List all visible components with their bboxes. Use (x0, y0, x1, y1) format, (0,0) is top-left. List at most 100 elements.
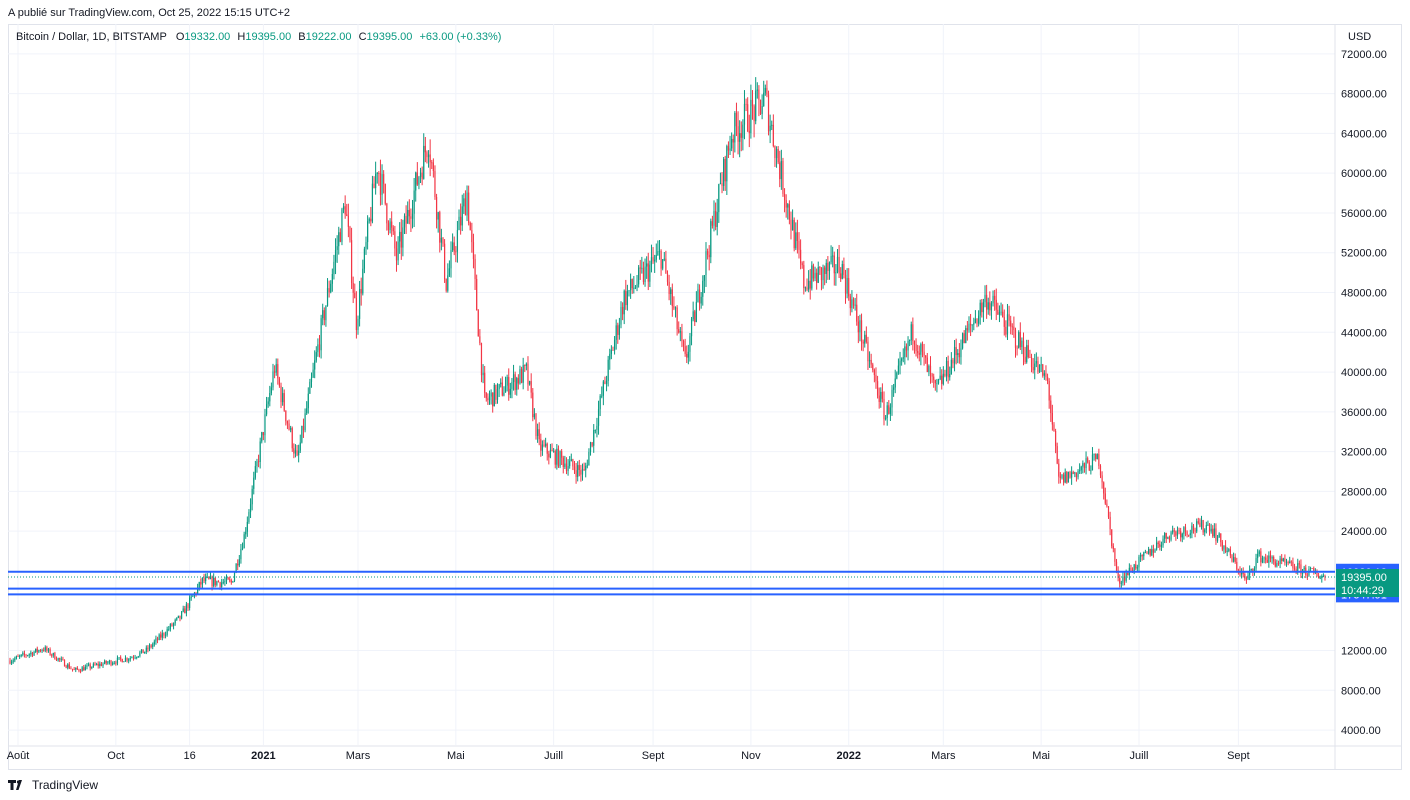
candle-body (548, 453, 550, 458)
candle-body (1204, 529, 1206, 533)
candle-body (1162, 538, 1164, 546)
candle-body (1205, 525, 1207, 530)
candle-body (876, 381, 879, 396)
candle-body (43, 650, 45, 652)
candle-body (1115, 561, 1118, 571)
candle-body (694, 311, 696, 322)
candle-body (144, 651, 146, 654)
candle-body (1265, 557, 1267, 560)
candle-body (315, 352, 317, 361)
y-tick-label: 4000.00 (1341, 725, 1381, 737)
candle-body (638, 267, 640, 285)
candle-body (1095, 454, 1097, 460)
candle-body (533, 413, 535, 418)
candle-body (358, 289, 361, 319)
x-tick-label: Août (7, 750, 30, 762)
candle-body (31, 652, 34, 656)
candle-body (1059, 476, 1061, 478)
candle-body (878, 395, 880, 402)
candle-body (561, 451, 563, 458)
candle-body (591, 442, 593, 446)
candle-body (330, 283, 332, 293)
y-tick-label: 8000.00 (1341, 685, 1381, 697)
currency-label[interactable]: USD (1348, 31, 1372, 43)
candle-body (1258, 551, 1260, 554)
candle-body (1085, 458, 1087, 469)
candle-body (274, 371, 276, 373)
candle-body (1038, 364, 1041, 372)
last-price-label: 19395.00 (1341, 572, 1387, 584)
candle-body (285, 410, 287, 422)
candle-body (734, 112, 736, 143)
candle-body (506, 377, 508, 386)
candle-body (378, 173, 380, 174)
candle-body (1242, 571, 1244, 574)
candle-body (282, 393, 284, 403)
candle-body (94, 663, 96, 665)
candle-body (623, 290, 625, 315)
candle-body (1040, 364, 1042, 366)
candle-body (416, 172, 418, 185)
candle-body (986, 294, 988, 310)
candle-body (520, 369, 523, 383)
candle-body (833, 255, 835, 274)
footer-brand[interactable]: TradingView (8, 777, 98, 793)
symbol-title[interactable]: Bitcoin / Dollar, 1D, BITSTAMP (16, 31, 167, 43)
candle-body (87, 664, 90, 666)
candle-body (474, 258, 476, 279)
candle-body (322, 310, 324, 319)
candle-body (368, 218, 370, 222)
candle-body (357, 318, 359, 331)
candle-body (248, 512, 250, 522)
candle-body (1178, 530, 1180, 532)
candle-body (854, 304, 856, 306)
candle-body (774, 145, 776, 159)
candle-body (961, 333, 964, 349)
candle-body (1082, 463, 1084, 467)
candle-body (500, 382, 502, 385)
candle-body (883, 398, 885, 420)
candle-body (1090, 470, 1092, 472)
candle-body (546, 443, 548, 454)
candle-body (363, 248, 366, 269)
y-tick-label: 24000.00 (1341, 526, 1387, 538)
candle-body (848, 278, 850, 297)
candle-body (15, 656, 18, 659)
candle-body (362, 268, 364, 294)
candle-body (753, 106, 755, 122)
candle-body (1024, 356, 1026, 363)
candle-body (235, 563, 237, 573)
candle-body (1180, 531, 1182, 538)
candle-body (23, 653, 26, 655)
candle-body (302, 425, 305, 431)
candle-body (1063, 474, 1065, 483)
candle-body (150, 645, 152, 647)
candle-body (410, 216, 412, 219)
candle-body (1241, 571, 1243, 575)
candle-body (793, 219, 795, 249)
candle-body (498, 384, 500, 390)
candle-body (209, 576, 212, 580)
candle-body (375, 173, 377, 189)
candle-body (990, 303, 993, 311)
candle-body (1260, 551, 1262, 563)
candle-body (1176, 530, 1179, 536)
candle-body (1224, 545, 1227, 552)
candle-body (318, 344, 321, 351)
candle-body (120, 657, 122, 660)
candle-body (857, 321, 859, 333)
candle-body (328, 288, 330, 293)
candle-body (450, 250, 452, 269)
candle-body (564, 463, 566, 467)
candle-body (402, 227, 404, 248)
candle-body (732, 138, 734, 143)
candle-body (1322, 575, 1324, 577)
candle-body (1010, 320, 1012, 327)
candle-body (95, 663, 98, 665)
candle-body (1093, 454, 1095, 455)
candle-body (1188, 534, 1190, 536)
candle-body (963, 333, 965, 344)
candle-body (1149, 548, 1151, 556)
candle-body (342, 206, 345, 210)
